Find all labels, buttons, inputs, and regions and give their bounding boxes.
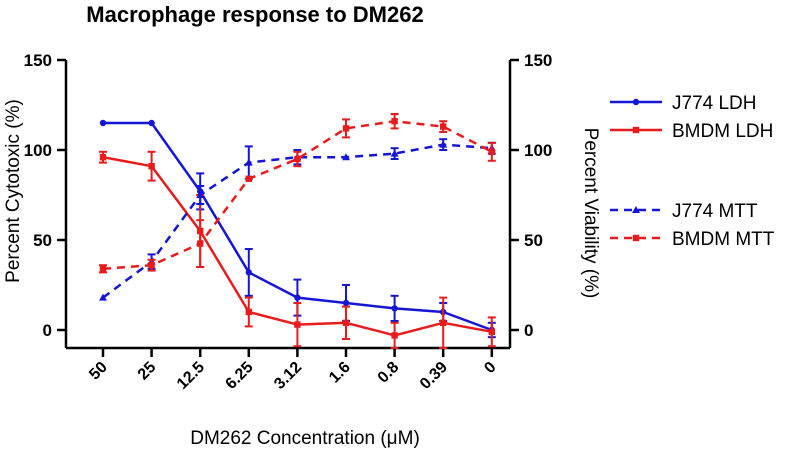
data-point: [391, 332, 398, 339]
y-right-tick-label: 50: [524, 231, 543, 250]
y-left-tick-label: 50: [33, 231, 52, 250]
legend-label: BMDM LDH: [672, 121, 773, 142]
data-point: [99, 293, 107, 301]
x-tick-label: 25: [135, 359, 160, 384]
data-point: [196, 191, 205, 198]
data-point: [245, 308, 252, 316]
data-point: [244, 158, 253, 166]
y-left-tick-label: 0: [43, 321, 52, 340]
legend-swatch-marker: [632, 206, 640, 213]
x-tick-label: 1.6: [326, 359, 354, 387]
legend-swatch-marker: [632, 126, 640, 134]
x-tick-label: 0: [481, 359, 499, 377]
y-axis-left-title: Percent Cytotoxic (%): [3, 99, 24, 283]
series-line: [102, 143, 492, 299]
y-right-tick-label: 150: [524, 51, 552, 70]
y-left-tick-label: 150: [24, 51, 52, 70]
data-point: [294, 321, 301, 328]
data-point: [245, 269, 252, 276]
legend-label: BMDM MTT: [672, 229, 775, 250]
data-point: [342, 319, 350, 326]
data-point: [488, 148, 495, 155]
data-point: [440, 123, 447, 130]
series-bmdm-mtt: [99, 113, 496, 274]
series-line: [102, 119, 493, 271]
data-point: [439, 140, 448, 148]
legend-label: J774 MTT: [672, 201, 758, 222]
y-right-tick-label: 100: [524, 141, 552, 160]
x-tick-label: 12.5: [174, 359, 208, 393]
x-tick-label: 0.39: [417, 359, 451, 393]
data-point: [99, 119, 107, 127]
legend-swatch-marker: [632, 234, 640, 242]
data-point: [342, 299, 350, 307]
legend-entry: BMDM LDH: [610, 121, 773, 142]
data-point: [148, 262, 155, 269]
data-point: [488, 328, 495, 335]
x-axis-title: DM262 Concentration (μM): [190, 428, 420, 449]
data-point: [391, 118, 398, 125]
data-point: [148, 119, 155, 127]
data-point: [294, 155, 301, 163]
x-tick-label: 0.8: [375, 359, 403, 387]
y-left-tick-label: 100: [24, 141, 52, 160]
data-point: [197, 240, 204, 247]
data-point: [294, 294, 301, 301]
x-tick-label: 3.12: [271, 359, 305, 393]
legend-entry: J774 MTT: [610, 201, 758, 222]
legend-label: J774 LDH: [672, 93, 757, 114]
legend-entry: J774 LDH: [610, 93, 757, 114]
chart-title: Macrophage response to DM262: [86, 2, 423, 27]
legend-swatch-marker: [632, 98, 640, 106]
data-point: [245, 175, 252, 182]
data-point: [391, 305, 398, 312]
axes: 0 50 100 150 0 50 100 150 50 25 12.5 6.25 3.12 1.6 0.8…: [24, 51, 553, 393]
data-point: [342, 125, 350, 132]
data-point: [148, 163, 155, 170]
data-point: [99, 265, 107, 272]
series-bmdm-ldh: [99, 150, 496, 349]
x-tick-label: 50: [86, 359, 111, 384]
y-axis-right-title: Percent Viability (%): [580, 128, 601, 299]
data-point: [99, 154, 107, 161]
plot-area: [99, 113, 496, 349]
data-point: [440, 319, 447, 326]
data-point: [390, 149, 399, 157]
x-tick-label: 6.25: [223, 359, 257, 393]
legend-entry: BMDM MTT: [610, 229, 775, 250]
legend: J774 LDH BMDM LDH J774 MTT BMDM MTT: [610, 93, 775, 250]
data-point: [342, 153, 350, 161]
y-right-tick-label: 0: [524, 321, 533, 340]
